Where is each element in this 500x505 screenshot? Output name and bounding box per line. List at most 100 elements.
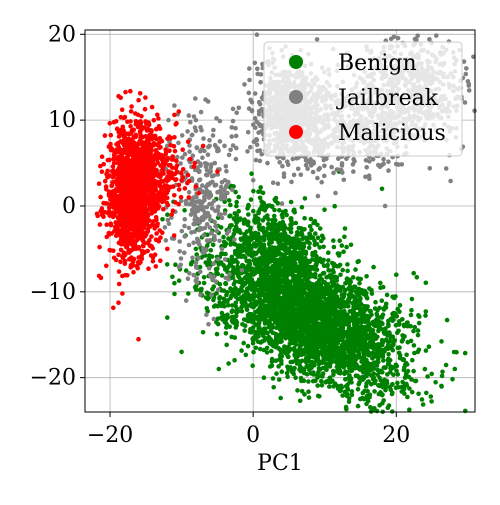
- data-point: [290, 360, 295, 365]
- data-point: [372, 389, 377, 394]
- data-point: [288, 222, 293, 227]
- data-point: [307, 246, 312, 251]
- data-point: [290, 313, 295, 318]
- data-point: [394, 369, 399, 374]
- data-point: [243, 255, 248, 260]
- data-point: [173, 262, 178, 267]
- data-point: [220, 273, 225, 278]
- data-point: [373, 300, 378, 305]
- data-point: [348, 362, 353, 367]
- data-point: [289, 180, 294, 185]
- data-point: [376, 355, 381, 360]
- data-point: [260, 258, 265, 263]
- data-point: [253, 91, 258, 96]
- data-point: [320, 340, 325, 345]
- data-point: [401, 337, 406, 342]
- data-point: [268, 337, 273, 342]
- data-point: [327, 356, 332, 361]
- data-point: [299, 258, 304, 263]
- data-point: [247, 66, 252, 71]
- data-point: [312, 361, 317, 366]
- data-point: [247, 78, 252, 83]
- data-point: [232, 232, 237, 237]
- data-point: [333, 344, 338, 349]
- data-point: [273, 320, 278, 325]
- data-point: [292, 210, 297, 215]
- data-point: [404, 353, 409, 358]
- data-point: [340, 268, 345, 273]
- data-point: [374, 324, 379, 329]
- data-point: [263, 306, 268, 311]
- data-point: [364, 291, 369, 296]
- data-point: [358, 277, 363, 282]
- data-point: [209, 248, 214, 253]
- data-point: [304, 316, 309, 321]
- data-point: [263, 295, 268, 300]
- data-point: [317, 362, 322, 367]
- data-point: [234, 204, 239, 209]
- data-point: [258, 240, 263, 245]
- data-point: [285, 272, 290, 277]
- data-point: [360, 314, 365, 319]
- data-point: [258, 159, 263, 164]
- data-point: [344, 245, 349, 250]
- data-point: [356, 404, 361, 409]
- data-point: [284, 263, 289, 268]
- data-point: [336, 364, 341, 369]
- data-point: [296, 294, 301, 299]
- data-point: [262, 375, 267, 380]
- data-point: [277, 289, 282, 294]
- data-point: [216, 322, 221, 327]
- data-point: [345, 338, 350, 343]
- data-point: [276, 228, 281, 233]
- data-point: [266, 283, 271, 288]
- data-point: [251, 272, 256, 277]
- data-point: [302, 378, 307, 383]
- data-point: [236, 209, 241, 214]
- data-point: [242, 317, 247, 322]
- data-point: [242, 294, 247, 299]
- data-point: [227, 324, 232, 329]
- data-point: [415, 275, 420, 280]
- data-point: [453, 367, 458, 372]
- data-point: [227, 198, 232, 203]
- data-point: [349, 289, 354, 294]
- data-point: [331, 270, 336, 275]
- data-point: [261, 218, 266, 223]
- data-point: [339, 325, 344, 330]
- data-point: [367, 286, 372, 291]
- data-point: [223, 265, 228, 270]
- data-point: [277, 346, 282, 351]
- data-point: [376, 319, 381, 324]
- data-point: [249, 171, 254, 176]
- data-point: [270, 247, 275, 252]
- data-point: [326, 297, 331, 302]
- data-point: [363, 396, 368, 401]
- data-point: [263, 249, 268, 254]
- data-point: [334, 297, 339, 302]
- data-point: [351, 340, 356, 345]
- data-point: [336, 167, 341, 172]
- data-point: [345, 386, 350, 391]
- data-point: [165, 315, 170, 320]
- data-point: [320, 234, 325, 239]
- data-point: [248, 145, 253, 150]
- data-point: [247, 259, 252, 264]
- data-point: [272, 296, 277, 301]
- data-point: [165, 212, 170, 217]
- data-point: [337, 252, 342, 257]
- data-point: [212, 304, 217, 309]
- data-point: [269, 349, 274, 354]
- data-point: [268, 257, 273, 262]
- data-point: [313, 272, 318, 277]
- data-point: [439, 384, 444, 389]
- data-point: [376, 360, 381, 365]
- data-point: [233, 218, 238, 223]
- data-point: [246, 313, 251, 318]
- data-point: [306, 389, 311, 394]
- data-point: [285, 159, 290, 164]
- data-point: [405, 395, 410, 400]
- data-point: [244, 219, 249, 224]
- data-point: [228, 296, 233, 301]
- data-point: [340, 345, 345, 350]
